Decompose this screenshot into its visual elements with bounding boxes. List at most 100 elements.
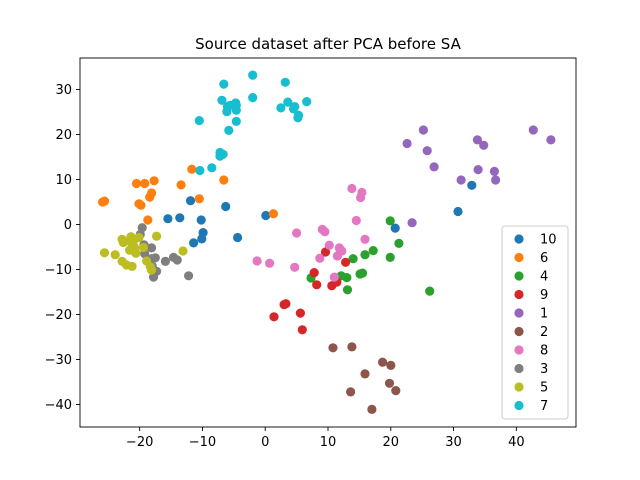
point-series-1-4 xyxy=(407,218,417,228)
point-series-1-7 xyxy=(473,165,483,175)
point-series-1-11 xyxy=(528,125,538,135)
point-series-4-3 xyxy=(342,285,353,295)
legend-marker-9 xyxy=(514,289,524,300)
legend-marker-7 xyxy=(514,400,524,411)
point-series-3-6 xyxy=(150,253,160,263)
point-series-10-2 xyxy=(185,196,196,206)
point-series-8-15 xyxy=(357,187,367,198)
point-series-3-13 xyxy=(184,271,194,281)
point-series-8-6 xyxy=(320,227,330,237)
point-series-6-1 xyxy=(98,197,108,207)
legend-marker-2 xyxy=(514,326,524,337)
x-tick-label: 10 xyxy=(320,435,337,450)
point-series-9-8 xyxy=(269,312,279,322)
legend-marker-6 xyxy=(514,252,524,263)
point-series-5-0 xyxy=(99,248,110,258)
point-series-9-1 xyxy=(312,280,322,290)
y-axis: −40 −30 −20 −10 0 10 20 30 xyxy=(45,83,80,413)
point-series-1-8 xyxy=(479,140,489,150)
point-series-8-12 xyxy=(347,183,357,194)
point-series-7-0 xyxy=(194,116,204,126)
legend-label-6: 6 xyxy=(540,251,548,266)
point-series-10-9 xyxy=(261,210,271,221)
legend-label-8: 8 xyxy=(540,344,548,359)
point-series-9-0 xyxy=(309,268,319,278)
point-series-2-5 xyxy=(386,360,396,370)
point-series-6-10 xyxy=(176,180,186,190)
legend-label-1: 1 xyxy=(540,307,548,322)
point-series-9-5 xyxy=(341,257,351,267)
point-series-5-14 xyxy=(134,232,144,243)
y-tick-label: −40 xyxy=(45,398,72,413)
legend-label-4: 4 xyxy=(540,270,548,285)
point-series-4-12 xyxy=(425,286,435,296)
point-series-2-4 xyxy=(378,357,388,367)
point-series-7-25 xyxy=(302,97,312,107)
point-series-1-2 xyxy=(422,146,432,156)
legend-marker-5 xyxy=(514,382,524,392)
point-series-6-7 xyxy=(145,192,155,202)
point-series-3-10 xyxy=(160,256,170,266)
point-series-2-2 xyxy=(346,387,356,397)
point-series-7-19 xyxy=(280,77,290,87)
point-series-4-7 xyxy=(360,250,370,260)
point-series-8-7 xyxy=(324,240,334,250)
point-series-4-6 xyxy=(357,268,368,278)
point-series-10-1 xyxy=(175,213,185,223)
point-series-7-18 xyxy=(276,103,286,113)
point-series-8-11 xyxy=(337,246,347,256)
y-tick-label: −20 xyxy=(45,308,72,323)
point-series-10-3 xyxy=(196,215,206,225)
point-series-4-9 xyxy=(385,216,395,226)
y-tick-label: 30 xyxy=(55,83,72,98)
legend: 10 6 4 9 1 2 8 3 5 7 xyxy=(501,225,569,420)
point-series-8-2 xyxy=(290,262,300,272)
point-series-6-9 xyxy=(143,215,153,225)
point-series-8-16 xyxy=(360,234,370,244)
x-tick-label: 30 xyxy=(445,435,462,450)
point-series-6-11 xyxy=(187,164,197,174)
point-series-4-2 xyxy=(342,273,352,283)
y-tick-label: 0 xyxy=(64,218,72,233)
point-series-1-10 xyxy=(491,175,501,185)
point-series-7-10 xyxy=(224,125,234,135)
point-series-4-4 xyxy=(348,254,358,264)
y-tick-label: 20 xyxy=(55,128,72,143)
point-series-5-19 xyxy=(152,231,162,241)
legend-box xyxy=(501,225,569,420)
point-series-9-10 xyxy=(297,325,307,335)
y-tick-label: 10 xyxy=(55,173,72,188)
legend-marker-1 xyxy=(514,308,524,318)
point-series-1-6 xyxy=(472,135,482,145)
point-series-10-0 xyxy=(163,214,173,224)
point-series-9-2 xyxy=(320,247,331,257)
y-tick-label: −10 xyxy=(45,263,72,278)
chart-title: Source dataset after PCA before SA xyxy=(195,35,461,53)
point-series-7-7 xyxy=(219,79,229,89)
legend-marker-3 xyxy=(514,363,524,374)
point-series-7-5 xyxy=(218,149,228,159)
legend-marker-4 xyxy=(514,271,524,281)
point-series-8-0 xyxy=(252,256,262,266)
point-series-10-12 xyxy=(467,180,477,190)
point-series-10-8 xyxy=(233,232,243,243)
point-series-7-6 xyxy=(217,95,227,105)
points-layer xyxy=(98,70,556,414)
point-series-1-0 xyxy=(402,138,412,149)
point-series-7-16 xyxy=(248,70,258,80)
point-series-5-13 xyxy=(130,242,140,253)
point-series-5-18 xyxy=(147,265,157,275)
legend-label-9: 9 xyxy=(540,288,548,303)
point-series-8-4 xyxy=(315,253,325,263)
point-series-8-3 xyxy=(292,228,302,238)
x-tick-label: 0 xyxy=(261,435,269,450)
point-series-1-12 xyxy=(546,135,556,145)
point-series-10-7 xyxy=(221,201,231,212)
point-series-2-1 xyxy=(347,342,357,352)
point-series-9-9 xyxy=(295,308,305,318)
point-series-8-8 xyxy=(329,272,339,282)
point-series-8-13 xyxy=(351,215,361,226)
x-tick-label: 20 xyxy=(383,435,400,450)
point-series-3-4 xyxy=(147,243,157,253)
